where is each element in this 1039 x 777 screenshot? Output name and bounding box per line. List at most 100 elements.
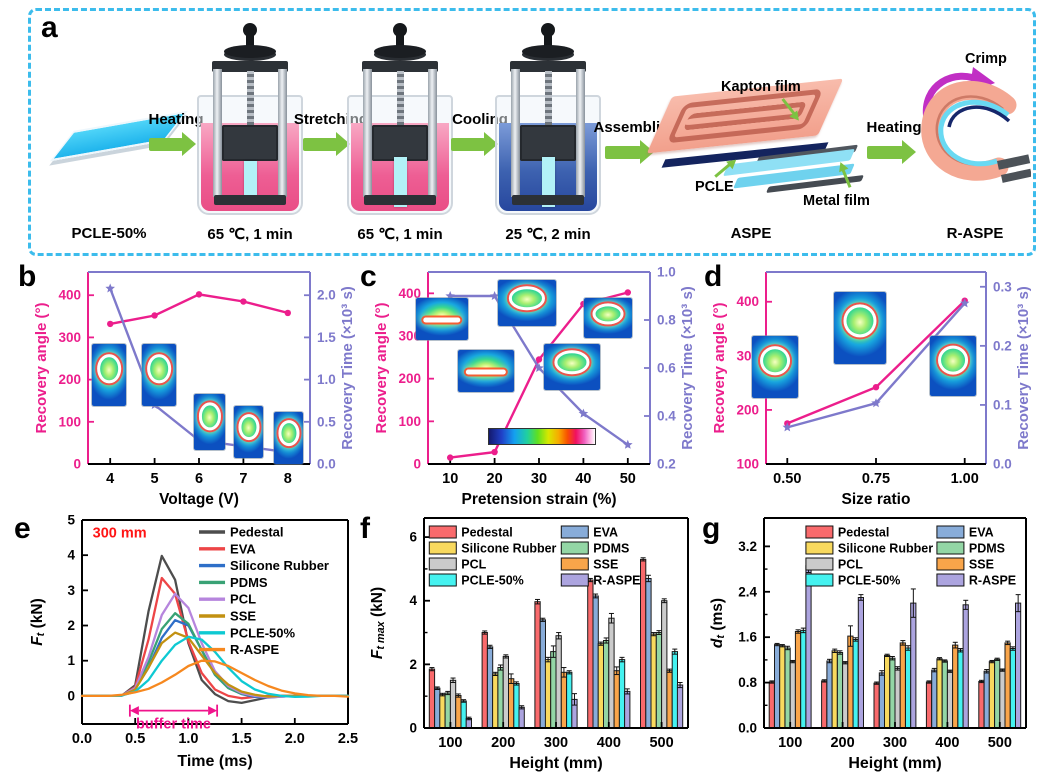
series-line-Pedestal [80,554,350,705]
process-arrow-icon [303,132,350,156]
legend-swatch-R-ASPE [560,573,589,587]
bar-PDMS-200 [836,652,844,729]
bar-PCLE-50%-300 [905,647,912,729]
bar-Pedestal-500 [640,558,647,729]
aspe-caption: ASPE [730,225,772,242]
axes: 0 2 4 6 100 200 300 400 500 [409,517,689,751]
bar-PCL-100 [789,661,796,729]
svg-text:PDMS: PDMS [230,575,268,590]
bar-Silicone Rubber-200 [831,650,838,729]
marker-star-icon [489,291,500,300]
svg-text:6: 6 [409,530,417,545]
legend-swatch-SSE [560,557,589,571]
svg-text:0.0: 0.0 [738,721,757,736]
svg-text:EVA: EVA [969,526,994,540]
legend-swatch-R-ASPE [936,573,965,587]
svg-text:PCLE-50%: PCLE-50% [461,574,524,588]
bar-Pedestal-500 [978,681,985,729]
rig-clamp-block [222,125,278,161]
svg-text:Silicone Rubber: Silicone Rubber [230,558,329,573]
svg-text:0.5: 0.5 [317,414,336,429]
bar-SSE-300 [899,642,906,729]
legend: Pedestal Silicone Rubber PCL PCLE-50% EVA PDM… [428,525,641,588]
crimp-label: Crimp [965,51,1007,67]
bar-Pedestal-300 [873,682,880,729]
svg-text:PCL: PCL [461,558,486,572]
bar-R-ASPE-500 [676,684,684,729]
svg-text:EVA: EVA [593,526,618,540]
marker-dot-icon [284,309,291,317]
marker-star-icon [105,283,115,293]
step-label-heating-2: Heating [866,119,922,136]
bar-EVA-200 [486,646,494,729]
bar-PCLE-50%-100 [460,700,467,729]
svg-text:400: 400 [935,735,959,751]
marker-star-icon [445,291,455,300]
thermal-inset-image [834,292,886,364]
panel-label-c: c [360,260,377,293]
process-arrow-icon [149,132,196,156]
bar-PCL-500 [661,600,668,729]
bar-PDMS-200 [497,667,504,729]
svg-text:30: 30 [531,471,547,487]
svg-text:100: 100 [398,414,421,429]
svg-text:2.0: 2.0 [317,288,336,303]
bath-caption-3: 25 ℃, 2 min [505,226,591,243]
bath-caption-1: 65 ℃, 1 min [207,226,293,243]
thermal-inset-image [584,298,632,338]
panel-label-g: g [702,512,721,545]
bar-PCL-500 [999,669,1006,729]
temperature-colorbar [488,428,596,445]
buffer-time-annotation: buffer time [128,704,219,733]
series-line-PDMS [80,612,350,699]
thermal-inset-image [194,394,225,450]
svg-text:400: 400 [736,294,759,309]
pcle-label: PCLE [695,179,734,195]
marker-star-icon [960,298,970,308]
panel-label-f: f [360,512,370,545]
bar-Silicone Rubber-400 [936,658,943,729]
svg-text:1.6: 1.6 [738,630,757,645]
legend-swatch-PCLE-50% [428,573,457,587]
svg-text:0.0: 0.0 [993,457,1012,472]
bar-Pedestal-400 [925,681,933,729]
svg-text:Height (mm): Height (mm) [509,755,602,772]
svg-text:4: 4 [106,471,114,487]
svg-text:5: 5 [151,471,159,487]
bar-Silicone Rubber-500 [650,633,657,729]
svg-text:0.8: 0.8 [738,675,757,690]
bar-Silicone Rubber-200 [492,673,499,729]
svg-text:0: 0 [413,457,421,472]
chart-force-vs-time: 0 1 2 3 4 5 0.0 0.5 1.0 1.5 2.0 2.5 Ft (kN) Time (ms)… [26,512,360,774]
svg-text:Size ratio: Size ratio [842,491,911,508]
bar-PCL-100 [449,679,457,729]
bar-PCLE-50%-300 [566,671,573,729]
svg-text:3: 3 [67,583,75,598]
bar-PCLE-50%-200 [513,683,520,729]
bar-R-ASPE-200 [857,597,865,729]
bar-R-ASPE-400 [624,690,631,729]
bar-PDMS-400 [941,660,948,729]
chart-b-svg: 0 100 200 300 400 0.0 0.5 1.0 1.5 2.0 4 5 6 7 8 Recover… [33,271,356,508]
svg-text:PDMS: PDMS [969,542,1005,556]
axes: 0 100 200 300 400 0.0 0.5 1.0 1.5 2.0 4 5 6 7 8 [58,271,336,487]
svg-text:0.2: 0.2 [993,338,1012,353]
beaker-cold-bath [495,23,601,215]
svg-text:EVA: EVA [230,541,256,556]
svg-text:5: 5 [67,513,75,528]
legend-swatch-PCLE-50% [805,573,834,587]
bar-PCL-300 [555,635,562,729]
svg-text:500: 500 [649,735,673,751]
thermal-inset-image [498,280,556,326]
chart-f-svg: 0 2 4 6 100 200 300 400 500 Ft max (kN) Height (mm… [369,517,689,772]
svg-text:20: 20 [487,471,503,487]
beaker-hot-bath-1 [197,23,303,215]
bar-SSE-200 [847,635,854,729]
svg-text:400: 400 [398,286,421,301]
step-label-cooling: Cooling [452,111,508,128]
bar-Pedestal-300 [534,601,541,729]
bar-PCLE-50%-400 [957,649,964,729]
marker-dot-icon [107,320,114,328]
